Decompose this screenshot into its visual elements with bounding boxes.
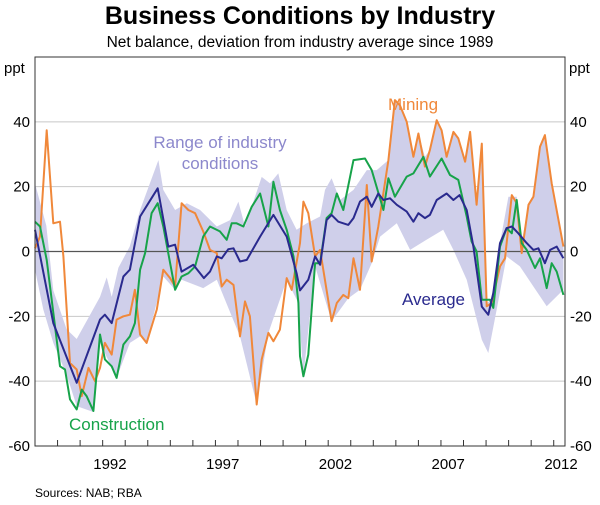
- annotation-average: Average: [402, 290, 465, 309]
- series-line-construction: [34, 155, 565, 412]
- y-tick-label-left: 20: [13, 179, 30, 196]
- y-tick-label-left: -60: [8, 438, 30, 455]
- y-tick-label-left: 0: [22, 244, 30, 261]
- x-tick-label: 2012: [544, 456, 577, 473]
- series-line-mining: [34, 99, 565, 406]
- y-tick-label-left: -20: [8, 308, 30, 325]
- y-axis-label-left: ppt: [4, 60, 26, 77]
- y-tick-label-right: -60: [570, 438, 592, 455]
- range-band: [35, 100, 564, 412]
- x-tick-label: 2007: [432, 456, 465, 473]
- chart-subtitle: Net balance, deviation from industry ave…: [107, 34, 494, 51]
- series-line-average: [34, 187, 565, 384]
- plot-frame: [34, 56, 566, 447]
- x-tick-label: 2002: [319, 456, 352, 473]
- chart-title: Business Conditions by Industry: [105, 2, 495, 30]
- x-tick-label: 1997: [206, 456, 239, 473]
- y-tick-label-right: 40: [570, 114, 587, 131]
- annotation-range-line1: Range of industry: [153, 133, 287, 152]
- y-tick-label-right: -20: [570, 308, 592, 325]
- y-axis-label-right: ppt: [569, 60, 591, 77]
- y-tick-label-right: -40: [570, 373, 592, 390]
- y-tick-label-right: 0: [570, 244, 578, 261]
- source-note: Sources: NAB; RBA: [35, 486, 142, 500]
- y-tick-label-left: 40: [13, 114, 30, 131]
- y-tick-label-left: -40: [8, 373, 30, 390]
- y-tick-label-right: 20: [570, 179, 587, 196]
- annotation-range-line2: conditions: [182, 154, 259, 173]
- annotation-construction: Construction: [69, 415, 164, 434]
- annotation-mining: Mining: [388, 95, 438, 114]
- x-tick-label: 1992: [93, 456, 126, 473]
